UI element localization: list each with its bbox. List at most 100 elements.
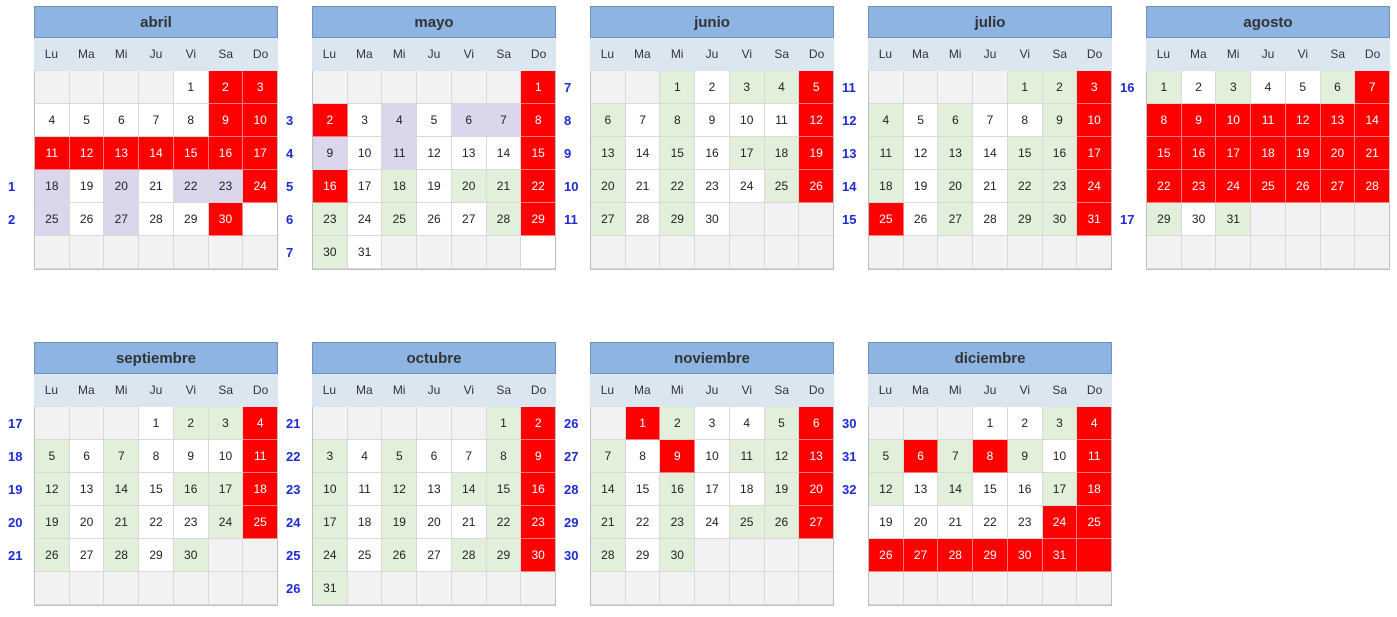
day-cell[interactable]: 11 <box>382 137 418 170</box>
day-cell[interactable]: 26 <box>35 539 70 572</box>
day-cell[interactable]: 2 <box>1181 71 1217 104</box>
day-cell[interactable]: 10 <box>347 137 383 170</box>
day-cell[interactable]: 24 <box>695 506 730 539</box>
day-cell[interactable]: 15 <box>1007 137 1043 170</box>
day-cell[interactable]: 17 <box>729 137 765 170</box>
day-cell[interactable]: 26 <box>799 170 834 203</box>
day-cell[interactable]: 26 <box>1285 170 1321 203</box>
day-cell[interactable]: 26 <box>382 539 418 572</box>
day-cell[interactable]: 3 <box>729 71 765 104</box>
day-cell[interactable]: 7 <box>591 440 626 473</box>
day-cell[interactable]: 19 <box>764 473 800 506</box>
day-cell[interactable]: 23 <box>1007 506 1043 539</box>
day-cell[interactable]: 16 <box>521 473 556 506</box>
day-cell[interactable]: 8 <box>1007 104 1043 137</box>
day-cell[interactable]: 4 <box>729 407 765 440</box>
day-cell[interactable]: 14 <box>938 473 974 506</box>
day-cell[interactable]: 30 <box>1007 539 1043 572</box>
day-cell[interactable]: 11 <box>729 440 765 473</box>
day-cell[interactable]: 23 <box>660 506 696 539</box>
day-cell[interactable]: 19 <box>903 170 939 203</box>
day-cell[interactable]: 5 <box>35 440 70 473</box>
day-cell[interactable]: 1 <box>660 71 696 104</box>
day-cell[interactable]: 17 <box>313 506 348 539</box>
day-cell[interactable]: 16 <box>695 137 730 170</box>
day-cell[interactable]: 13 <box>104 137 140 170</box>
day-cell[interactable]: 24 <box>729 170 765 203</box>
day-cell[interactable]: 24 <box>208 506 244 539</box>
day-cell[interactable]: 14 <box>625 137 661 170</box>
day-cell[interactable]: 3 <box>243 71 278 104</box>
day-cell[interactable]: 13 <box>417 473 452 506</box>
day-cell[interactable]: 25 <box>35 203 70 236</box>
day-cell[interactable]: 27 <box>903 539 939 572</box>
day-cell[interactable]: 26 <box>764 506 800 539</box>
day-cell[interactable]: 18 <box>35 170 70 203</box>
day-cell[interactable]: 10 <box>208 440 244 473</box>
day-cell[interactable]: 8 <box>973 440 1008 473</box>
day-cell[interactable]: 6 <box>417 440 452 473</box>
day-cell[interactable]: 28 <box>591 539 626 572</box>
day-cell[interactable]: 22 <box>1147 170 1182 203</box>
day-cell[interactable]: 9 <box>313 137 348 170</box>
day-cell[interactable]: 4 <box>243 407 278 440</box>
day-cell[interactable]: 6 <box>938 104 974 137</box>
day-cell[interactable]: 3 <box>313 440 348 473</box>
day-cell[interactable]: 15 <box>1147 137 1182 170</box>
day-cell[interactable]: 14 <box>1355 104 1390 137</box>
day-cell[interactable]: 25 <box>1077 506 1112 539</box>
day-cell[interactable]: 21 <box>486 170 522 203</box>
day-cell[interactable]: 23 <box>695 170 730 203</box>
day-cell[interactable]: 18 <box>1077 473 1112 506</box>
day-cell[interactable]: 16 <box>1181 137 1217 170</box>
day-cell[interactable]: 16 <box>313 170 348 203</box>
day-cell[interactable]: 28 <box>973 203 1008 236</box>
day-cell[interactable]: 29 <box>139 539 174 572</box>
day-cell[interactable]: 2 <box>208 71 244 104</box>
day-cell[interactable]: 6 <box>69 440 105 473</box>
day-cell[interactable]: 6 <box>591 104 626 137</box>
day-cell[interactable]: 9 <box>173 440 209 473</box>
day-cell[interactable]: 2 <box>660 407 696 440</box>
day-cell[interactable]: 1 <box>139 407 174 440</box>
day-cell[interactable]: 30 <box>660 539 696 572</box>
day-cell[interactable]: 31 <box>1042 539 1078 572</box>
day-cell[interactable]: 25 <box>347 539 383 572</box>
day-cell[interactable]: 11 <box>243 440 278 473</box>
day-cell[interactable]: 23 <box>1181 170 1217 203</box>
day-cell[interactable]: 9 <box>695 104 730 137</box>
day-cell[interactable]: 8 <box>521 104 556 137</box>
day-cell[interactable]: 2 <box>313 104 348 137</box>
day-cell[interactable]: 20 <box>799 473 834 506</box>
day-cell[interactable]: 5 <box>1285 71 1321 104</box>
day-cell[interactable]: 20 <box>938 170 974 203</box>
day-cell[interactable]: 12 <box>1285 104 1321 137</box>
day-cell[interactable]: 18 <box>382 170 418 203</box>
day-cell[interactable]: 15 <box>973 473 1008 506</box>
day-cell[interactable]: 10 <box>729 104 765 137</box>
day-cell[interactable]: 5 <box>69 104 105 137</box>
day-cell[interactable]: 2 <box>1042 71 1078 104</box>
day-cell[interactable]: 10 <box>313 473 348 506</box>
day-cell[interactable]: 3 <box>208 407 244 440</box>
day-cell[interactable]: 5 <box>417 104 452 137</box>
day-cell[interactable]: 25 <box>869 203 904 236</box>
day-cell[interactable]: 24 <box>1216 170 1252 203</box>
day-cell[interactable]: 28 <box>451 539 487 572</box>
day-cell[interactable]: 25 <box>1251 170 1286 203</box>
day-cell[interactable]: 21 <box>938 506 974 539</box>
day-cell[interactable]: 28 <box>104 539 140 572</box>
day-cell[interactable]: 20 <box>451 170 487 203</box>
day-cell[interactable]: 10 <box>1216 104 1252 137</box>
day-cell[interactable]: 7 <box>486 104 522 137</box>
day-cell[interactable]: 24 <box>243 170 278 203</box>
day-cell[interactable]: 19 <box>1285 137 1321 170</box>
day-cell[interactable]: 22 <box>173 170 209 203</box>
day-cell[interactable]: 5 <box>382 440 418 473</box>
day-cell[interactable]: 21 <box>625 170 661 203</box>
day-cell[interactable]: 8 <box>173 104 209 137</box>
day-cell[interactable]: 13 <box>938 137 974 170</box>
day-cell[interactable]: 20 <box>903 506 939 539</box>
day-cell[interactable]: 17 <box>1077 137 1112 170</box>
day-cell[interactable]: 28 <box>1355 170 1390 203</box>
